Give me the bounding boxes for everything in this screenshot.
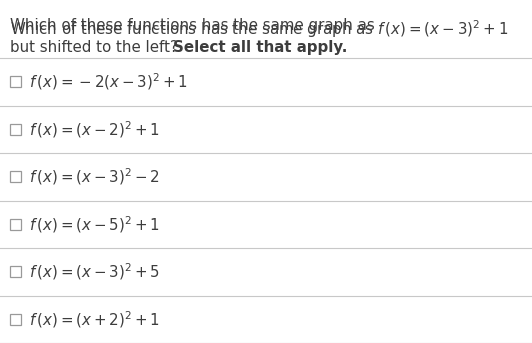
- Text: $f\,(x) = (x + 2)^{2} + 1$: $f\,(x) = (x + 2)^{2} + 1$: [29, 309, 160, 330]
- Bar: [10, 266, 21, 277]
- Text: $f\,(x) = (x - 5)^{2} + 1$: $f\,(x) = (x - 5)^{2} + 1$: [29, 214, 160, 235]
- Text: $f\,(x) = (x - 3)^{2} - 2$: $f\,(x) = (x - 3)^{2} - 2$: [29, 166, 160, 187]
- Text: Select all that apply.: Select all that apply.: [173, 40, 347, 55]
- Text: $f\,(x) = (x - 2)^{2} + 1$: $f\,(x) = (x - 2)^{2} + 1$: [29, 119, 160, 140]
- Text: $f\,(x) = -2(x - 3)^{2} + 1$: $f\,(x) = -2(x - 3)^{2} + 1$: [29, 71, 188, 92]
- Bar: [10, 219, 21, 230]
- Text: but shifted to the left?: but shifted to the left?: [10, 40, 182, 55]
- Bar: [10, 76, 21, 87]
- Bar: [10, 314, 21, 325]
- Text: $f\,(x) = (x - 3)^{2} + 5$: $f\,(x) = (x - 3)^{2} + 5$: [29, 261, 160, 282]
- Bar: [10, 171, 21, 182]
- Text: Which of these functions has the same graph as $f\,(x) = (x - 3)^{2} + 1$: Which of these functions has the same gr…: [10, 18, 509, 40]
- Bar: [10, 124, 21, 135]
- Text: Which of these functions has the same graph as: Which of these functions has the same gr…: [10, 18, 379, 33]
